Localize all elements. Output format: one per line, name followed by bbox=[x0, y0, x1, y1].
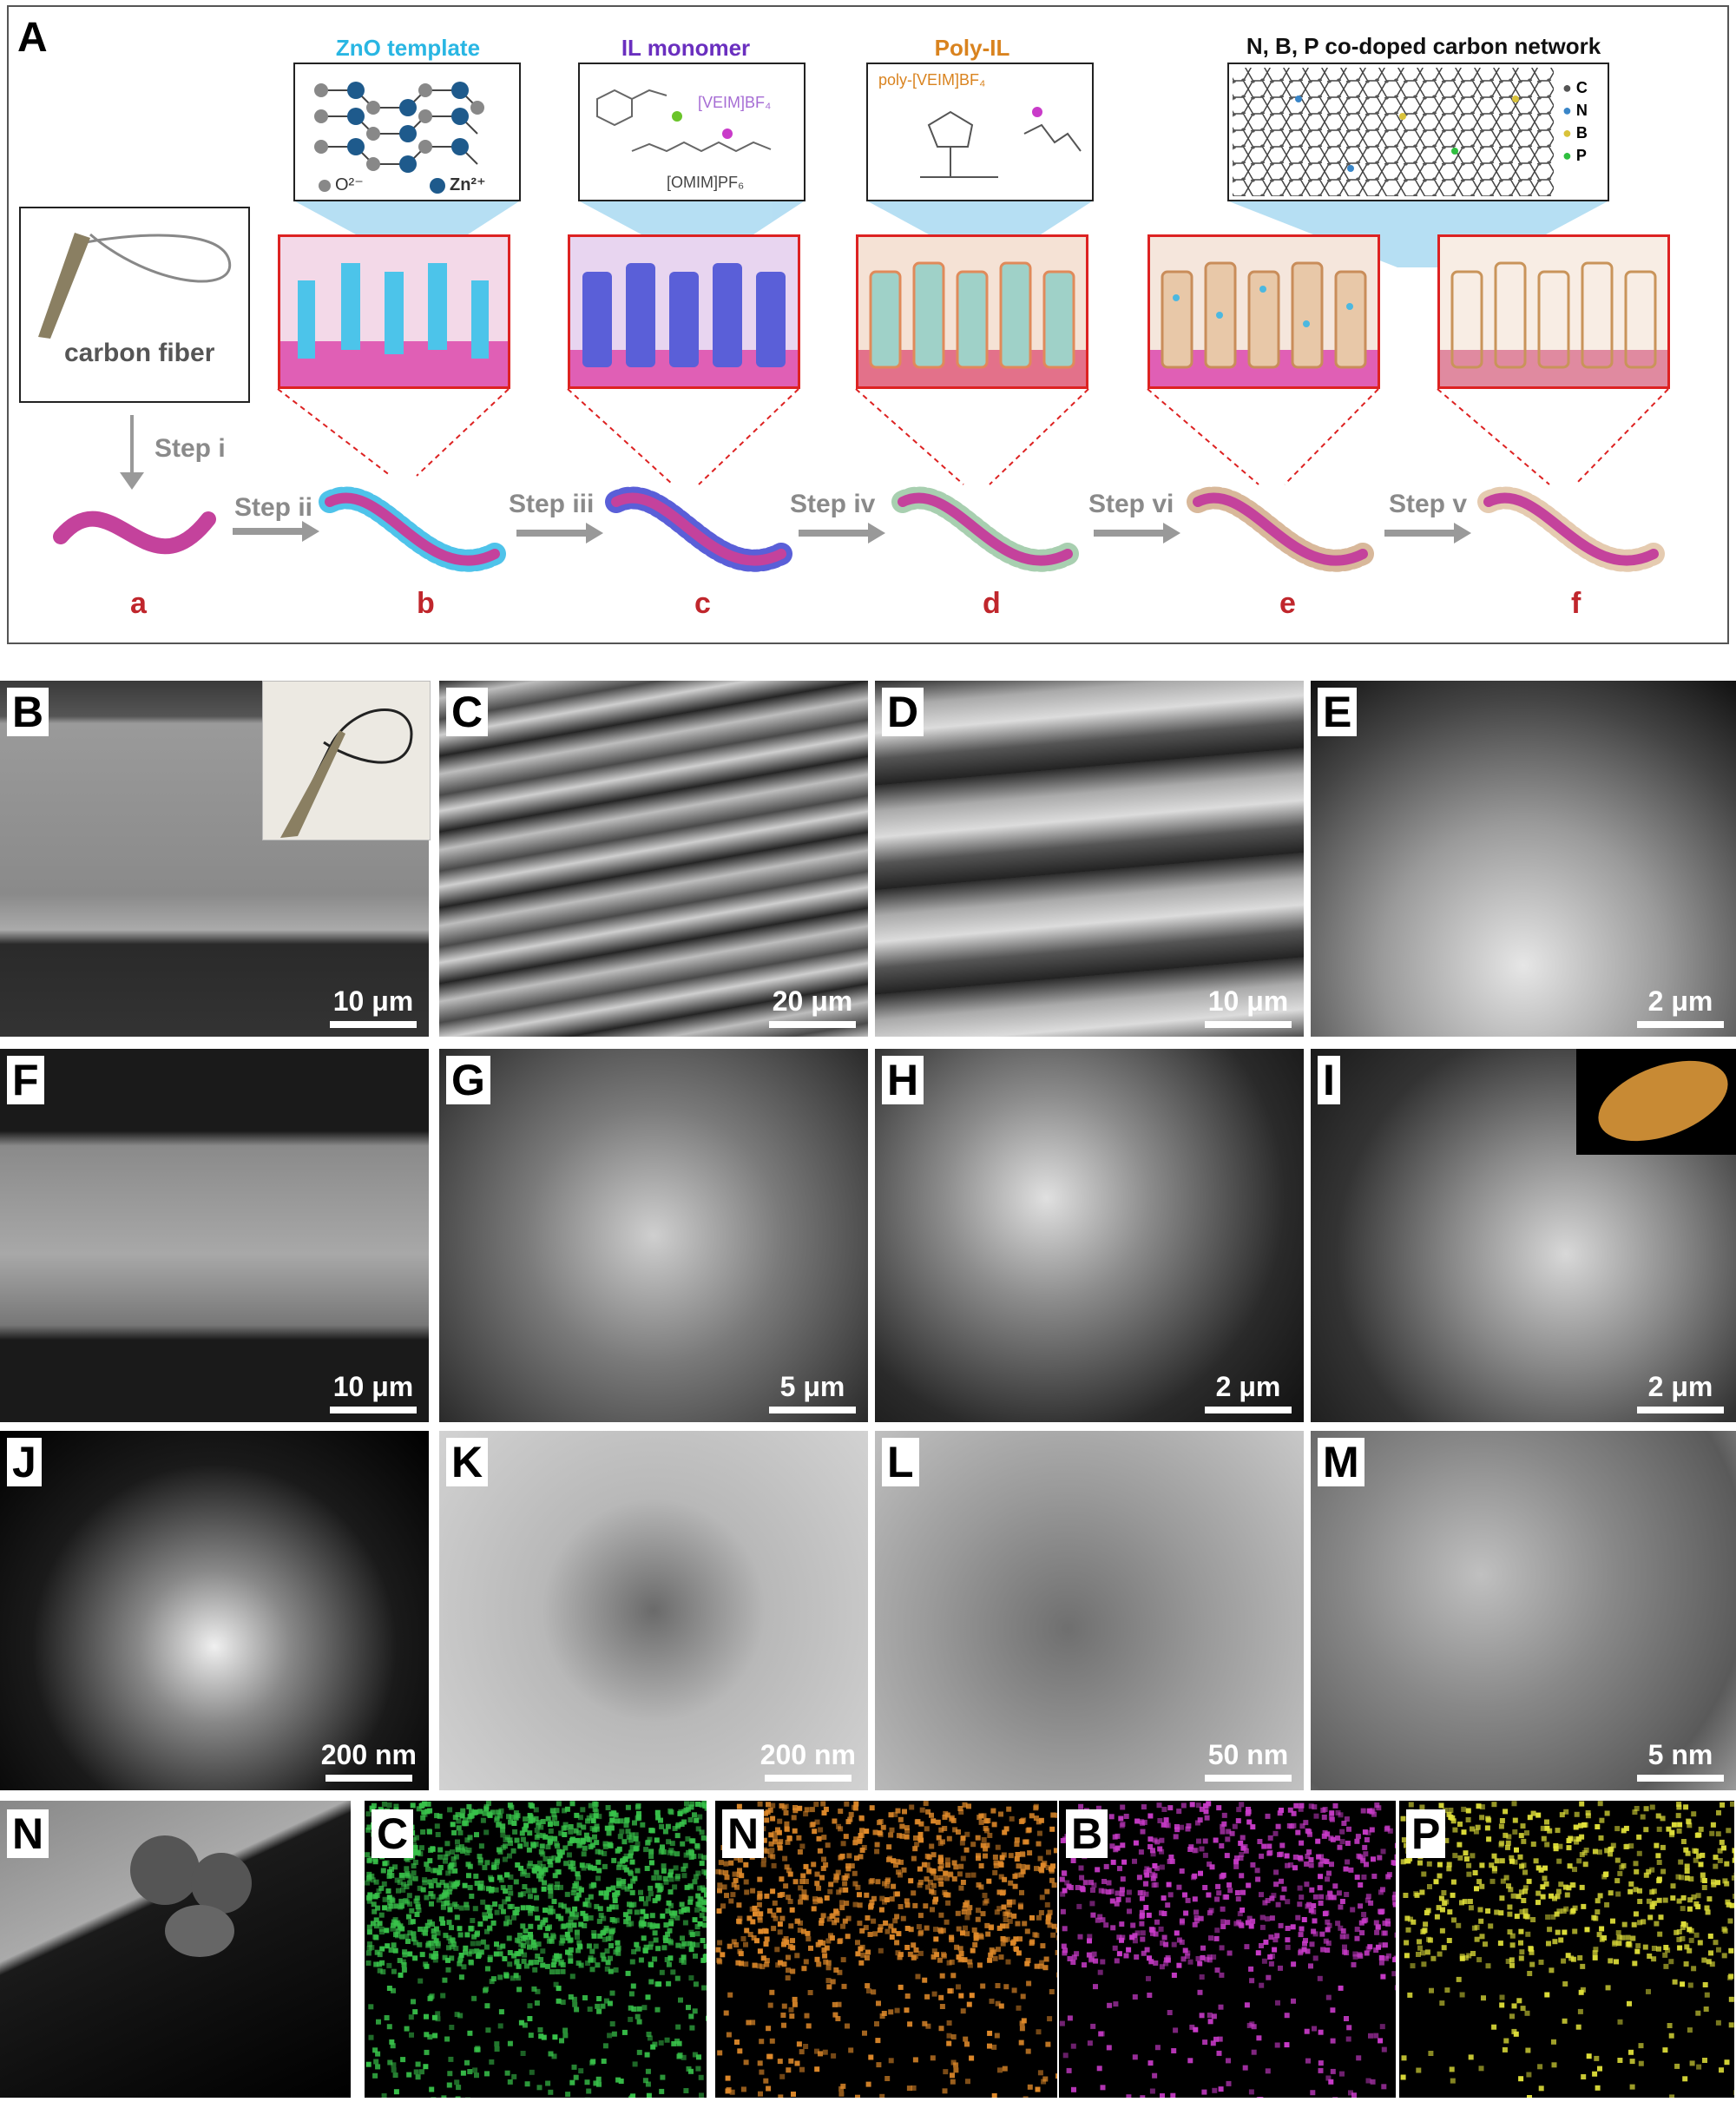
micrograph-panel-d: D 10 μm bbox=[875, 681, 1304, 1037]
eds-map-b-label: B bbox=[1066, 1809, 1108, 1858]
scale-bar-text: 2 μm bbox=[1205, 1371, 1292, 1403]
il-coated-rods-render bbox=[568, 234, 800, 389]
fiber-photo-inset bbox=[262, 681, 431, 840]
scale-bar-text: 50 nm bbox=[1205, 1739, 1292, 1771]
panel-j-letter: J bbox=[7, 1438, 42, 1486]
zno-nanorods-render bbox=[278, 234, 510, 389]
hollow-tubes-render bbox=[1437, 234, 1670, 389]
step-iv-label: Step iv bbox=[790, 490, 875, 519]
scale-bar-text: 200 nm bbox=[321, 1739, 417, 1771]
panel-b-letter: B bbox=[7, 688, 49, 736]
panel-a-schematic: A carbon fiber ZnO template IL monomer P… bbox=[7, 5, 1729, 644]
stage-d-label: d bbox=[983, 587, 1001, 621]
stage-f-label: f bbox=[1571, 587, 1581, 621]
scale-bar-i: 2 μm bbox=[1637, 1371, 1724, 1413]
scale-bar-line bbox=[1637, 1407, 1724, 1413]
scale-bar-text: 2 μm bbox=[1637, 985, 1724, 1018]
eds-map-c: C bbox=[365, 1801, 707, 2098]
scale-bar-line bbox=[765, 1775, 852, 1782]
panel-g-letter: G bbox=[446, 1056, 490, 1104]
scale-bar-l: 50 nm bbox=[1205, 1739, 1292, 1782]
scale-bar-line bbox=[769, 1021, 856, 1028]
micrograph-panel-j: J 200 nm bbox=[0, 1431, 429, 1790]
step-iii-label: Step iii bbox=[509, 490, 594, 519]
eds-map-c-dots bbox=[365, 1801, 707, 2098]
stage-a-label: a bbox=[130, 587, 147, 621]
scale-bar-text: 10 μm bbox=[330, 985, 417, 1018]
haadf-image: N bbox=[0, 1801, 351, 2098]
panel-l-letter: L bbox=[882, 1438, 919, 1486]
panel-m-letter: M bbox=[1318, 1438, 1364, 1486]
scale-bar-line bbox=[330, 1021, 417, 1028]
step-vi-label: Step vi bbox=[1088, 490, 1174, 519]
scale-bar-d: 10 μm bbox=[1205, 985, 1292, 1028]
step-ii-label: Step ii bbox=[234, 493, 312, 523]
poly-il-rods-render bbox=[856, 234, 1088, 389]
panel-h-letter: H bbox=[882, 1056, 924, 1104]
panel-c-letter: C bbox=[446, 688, 488, 736]
scale-bar-text: 10 μm bbox=[1205, 985, 1292, 1018]
eds-map-p-dots bbox=[1399, 1801, 1734, 2098]
scale-bar-text: 20 μm bbox=[769, 985, 856, 1018]
scale-bar-line bbox=[1637, 1021, 1724, 1028]
panel-n-letter: N bbox=[7, 1809, 49, 1858]
scale-bar-text: 200 nm bbox=[760, 1739, 856, 1771]
panel-d-letter: D bbox=[882, 688, 924, 736]
fiber-stages-row bbox=[9, 458, 1727, 641]
stage-b-label: b bbox=[417, 587, 435, 621]
scale-bar-f: 10 μm bbox=[330, 1371, 417, 1413]
eds-map-n-dots bbox=[715, 1801, 1057, 2098]
scale-bar-h: 2 μm bbox=[1205, 1371, 1292, 1413]
scale-bar-line bbox=[769, 1407, 856, 1413]
panel-f-letter: F bbox=[7, 1056, 44, 1104]
scale-bar-text: 5 μm bbox=[769, 1371, 856, 1403]
panel-k-letter: K bbox=[446, 1438, 488, 1486]
eds-map-n-label: N bbox=[722, 1809, 764, 1858]
micrograph-panel-e: E 2 μm bbox=[1311, 681, 1736, 1037]
scale-bar-e: 2 μm bbox=[1637, 985, 1724, 1028]
eds-map-c-label: C bbox=[372, 1809, 413, 1858]
scale-bar-k: 200 nm bbox=[760, 1739, 856, 1782]
scale-bar-line bbox=[330, 1407, 417, 1413]
micrograph-panel-c: C 20 μm bbox=[439, 681, 868, 1037]
scale-bar-text: 2 μm bbox=[1637, 1371, 1724, 1403]
scale-bar-line bbox=[326, 1775, 412, 1782]
scale-bar-c: 20 μm bbox=[769, 985, 856, 1028]
gold-fiber-photo-inset bbox=[1576, 1049, 1736, 1155]
scale-bar-line bbox=[1205, 1775, 1292, 1782]
scale-bar-m: 5 nm bbox=[1637, 1739, 1724, 1782]
scale-bar-line bbox=[1637, 1775, 1724, 1782]
scale-bar-line bbox=[1205, 1021, 1292, 1028]
panel-e-letter: E bbox=[1318, 688, 1357, 736]
eds-map-p: P bbox=[1399, 1801, 1734, 2098]
scale-bar-j: 200 nm bbox=[321, 1739, 417, 1782]
eds-map-p-label: P bbox=[1406, 1809, 1445, 1858]
eds-map-b-dots bbox=[1059, 1801, 1396, 2098]
stage-c-label: c bbox=[694, 587, 711, 621]
scale-bar-g: 5 μm bbox=[769, 1371, 856, 1413]
step-v-label: Step v bbox=[1389, 490, 1467, 519]
stage-e-label: e bbox=[1279, 587, 1296, 621]
micrograph-panel-f: F 10 μm bbox=[0, 1049, 429, 1422]
scale-bar-line bbox=[1205, 1407, 1292, 1413]
panel-i-letter: I bbox=[1318, 1056, 1340, 1104]
micrograph-panel-m: M 5 nm bbox=[1311, 1431, 1736, 1790]
micrograph-panel-h: H 2 μm bbox=[875, 1049, 1304, 1422]
scale-bar-text: 10 μm bbox=[330, 1371, 417, 1403]
carbonized-rods-render bbox=[1147, 234, 1380, 389]
micrograph-panel-k: K 200 nm bbox=[439, 1431, 868, 1790]
micrograph-panel-l: L 50 nm bbox=[875, 1431, 1304, 1790]
eds-map-b: B bbox=[1059, 1801, 1396, 2098]
scale-bar-b: 10 μm bbox=[330, 985, 417, 1028]
scale-bar-text: 5 nm bbox=[1637, 1739, 1724, 1771]
micrograph-panel-g: G 5 μm bbox=[439, 1049, 868, 1422]
eds-map-n: N bbox=[715, 1801, 1057, 2098]
